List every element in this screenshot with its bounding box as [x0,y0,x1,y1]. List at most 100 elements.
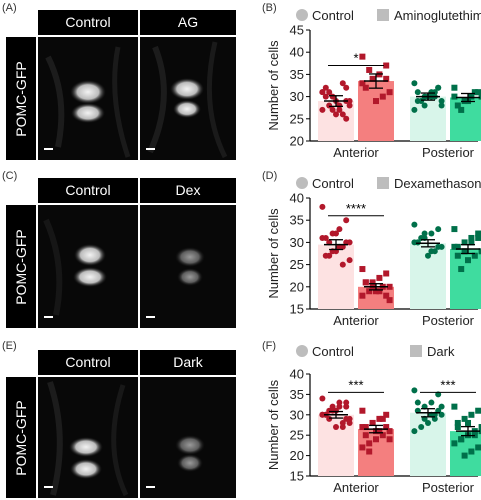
legend-label-control: Control [312,8,354,23]
y-tick-label: 25 [290,257,304,272]
scale-bar [44,148,53,150]
data-point [458,266,465,273]
data-point [339,80,346,87]
x-group-label: Anterior [333,145,379,160]
bar-chart-f: Control Dark 15 20 25 30 35 40 Number of cells An… [266,344,481,495]
legend-circle-marker [296,345,308,357]
data-point [369,75,376,82]
data-point [454,424,461,431]
data-point [428,248,435,255]
data-point [386,436,393,443]
data-point [336,399,343,406]
data-point [438,411,445,418]
data-point [451,403,458,410]
data-point [343,217,350,224]
y-tick-label: 30 [290,407,304,422]
data-point [438,102,445,109]
data-point [451,243,458,250]
data-point [414,239,421,246]
significance-label: *** [348,377,363,392]
pomc-gfp-label-box: POMC-GFP [6,377,36,498]
panel-letter-a: (A) [2,2,17,14]
data-point [461,452,468,459]
header-control: Control [38,178,138,203]
data-point [373,288,379,295]
data-point [425,252,431,259]
header-control: Control [38,350,138,375]
legend-label-control: Control [312,176,354,191]
x-group-label: Posterior [422,480,475,495]
data-point [428,230,435,237]
data-point [478,424,481,431]
figure-row-1: (A) POMC-GFP Control AG ( [0,0,481,160]
scale-bar [146,316,155,318]
data-point [326,89,333,96]
data-point [425,419,431,426]
data-point [386,89,393,96]
data-point [326,102,333,109]
data-point [435,391,442,398]
data-point [383,62,390,69]
data-point [383,75,390,82]
data-point [428,399,435,406]
y-tick-label: 15 [290,302,304,317]
micrograph-panel-c: POMC-GFP Control Dex [6,178,236,328]
significance-label: *** [440,377,455,392]
data-point [326,407,333,414]
data-point [471,89,478,96]
data-point [339,261,346,268]
fluorescence-image-treatment [147,41,228,159]
data-point [411,387,418,394]
x-group-label: Posterior [422,313,475,328]
data-point [438,98,445,105]
data-point [366,288,373,295]
data-point [322,84,329,91]
data-point [333,407,339,414]
data-point [468,239,475,246]
data-point [383,292,390,299]
data-point [435,226,442,233]
y-tick-label: 40 [290,367,304,382]
legend-circle-marker [296,177,308,189]
data-point [329,106,336,113]
y-axis-label: Number of cells [266,208,281,299]
data-point [362,84,369,91]
y-tick-label: 30 [290,235,304,250]
data-point [475,234,481,241]
data-point [369,279,376,286]
data-point [362,279,369,286]
micrograph-treatment [140,37,236,160]
data-point [468,411,475,418]
data-point [386,283,393,290]
y-tick-label: 40 [290,191,304,206]
y-tick-label: 15 [290,469,304,484]
data-point [366,448,373,455]
data-point [359,53,366,60]
data-point [418,424,425,431]
data-point [411,106,418,113]
micrograph-control [38,377,138,498]
panel-letter-f: (F) [262,340,277,352]
fluorescence-image-control [45,46,131,158]
data-point [379,432,386,439]
fluorescence-image-treatment [175,435,205,472]
micrograph-treatment [140,377,236,498]
data-point [362,424,369,431]
pomc-gfp-label-box: POMC-GFP [6,205,36,328]
micrograph-control [38,205,138,328]
data-point [343,415,350,422]
data-point [386,428,393,435]
data-point [465,257,471,264]
micrograph-panel-e: POMC-GFP Control Dark [6,350,236,498]
data-point [373,436,379,443]
data-point [414,89,421,96]
data-point [339,111,346,118]
x-group-label: Posterior [422,145,475,160]
data-point [461,415,468,422]
data-point [461,239,468,246]
data-point [383,424,390,431]
data-point [471,252,478,259]
data-point [461,248,468,255]
data-point [435,243,442,250]
y-tick-label: 20 [290,134,304,149]
